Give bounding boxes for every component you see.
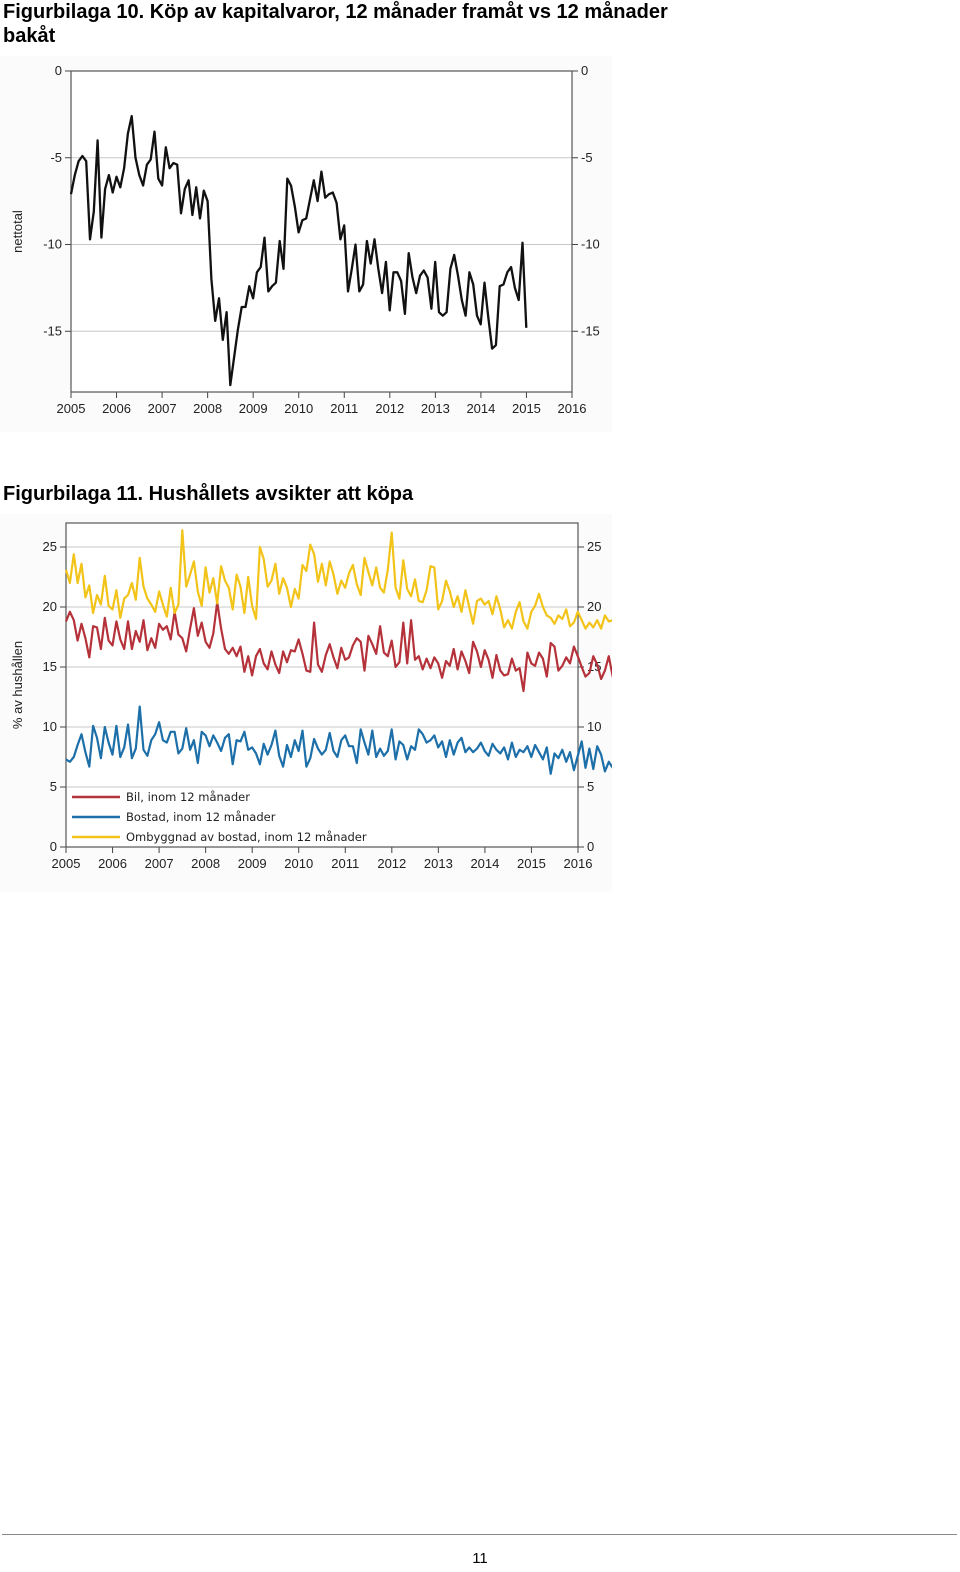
y-tick-label-left: 5 xyxy=(50,779,57,794)
x-tick-label: 2011 xyxy=(330,401,358,416)
y-tick-label-right: 0 xyxy=(581,63,588,78)
y-tick-label-left: 0 xyxy=(55,63,62,78)
y-tick-label-right: 10 xyxy=(587,719,601,734)
figure-10-chart: 0 0 -5 -5 -10 -10 -15 -15 2005 2006 2007 2008 2009 20… xyxy=(0,56,612,432)
legend-label-0: Bil, inom 12 månader xyxy=(126,790,250,804)
x-tick-label: 2010 xyxy=(284,856,313,871)
x-tick-label: 2014 xyxy=(470,856,499,871)
y-tick-label-right: -10 xyxy=(581,237,600,252)
y-tick-label-right: -5 xyxy=(581,150,593,165)
y-tick-label-left: 20 xyxy=(43,599,57,614)
figure-10-svg: 0 0 -5 -5 -10 -10 -15 -15 2005 2006 2007 2008 2009 20… xyxy=(0,56,612,432)
y-tick-label-right: 0 xyxy=(587,839,594,854)
x-tick-label: 2014 xyxy=(466,401,495,416)
x-tick-label: 2010 xyxy=(284,401,313,416)
y-tick-label-left: 10 xyxy=(43,719,57,734)
x-tick-label: 2012 xyxy=(377,856,406,871)
x-tick-label: 2005 xyxy=(57,401,86,416)
plot-area xyxy=(71,71,572,392)
y-tick-label-left: 0 xyxy=(50,839,57,854)
x-tick-label: 2012 xyxy=(375,401,404,416)
legend-label-2: Ombyggnad av bostad, inom 12 månader xyxy=(126,830,367,844)
footer-divider xyxy=(2,1534,957,1535)
figure-10-title: Figurbilaga 10. Köp av kapitalvaror, 12 … xyxy=(3,1,668,47)
y-tick-label-right: -15 xyxy=(581,323,600,338)
plot-frame xyxy=(65,522,579,848)
x-tick-label: 2011 xyxy=(331,856,359,871)
y-tick-label-left: -15 xyxy=(43,323,62,338)
x-tick-label: 2015 xyxy=(517,856,546,871)
x-tick-label: 2009 xyxy=(238,856,267,871)
x-tick-label: 2016 xyxy=(558,401,587,416)
x-tick-label: 2007 xyxy=(148,401,177,416)
x-tick-label: 2016 xyxy=(564,856,593,871)
y-axis-label: nettotal xyxy=(10,210,25,253)
x-tick-label: 2009 xyxy=(239,401,268,416)
plot-frame xyxy=(70,70,573,393)
x-tick-label: 2008 xyxy=(193,401,222,416)
y-tick-label-right: 25 xyxy=(587,539,601,554)
y-axis-label: % av hushållen xyxy=(10,641,25,729)
legend-label-1: Bostad, inom 12 månader xyxy=(126,810,276,824)
x-tick-label: 2007 xyxy=(145,856,174,871)
figure-11-title: Figurbilaga 11. Hushållets avsikter att … xyxy=(3,483,414,505)
x-tick-label: 2008 xyxy=(191,856,220,871)
y-tick-label-left: -5 xyxy=(50,150,62,165)
figure-11-chart: 0 0 5 5 10 10 15 15 20 20 25 25 2005 2006 2007 2008 2009… xyxy=(0,514,726,892)
x-tick-label: 2013 xyxy=(421,401,450,416)
x-tick-label: 2005 xyxy=(52,856,81,871)
x-tick-label: 2006 xyxy=(98,856,127,871)
y-tick-label-right: 5 xyxy=(587,779,594,794)
x-tick-label: 2015 xyxy=(512,401,541,416)
series-line-2 xyxy=(64,529,707,630)
y-tick-label-right: 20 xyxy=(587,599,601,614)
y-tick-label-left: -10 xyxy=(43,237,62,252)
series-line-0 xyxy=(69,114,528,387)
x-tick-label: 2006 xyxy=(102,401,131,416)
y-tick-label-left: 15 xyxy=(43,659,57,674)
x-tick-label: 2013 xyxy=(424,856,453,871)
y-tick-label-left: 25 xyxy=(43,539,57,554)
page-number: 11 xyxy=(472,1550,488,1567)
plot-area xyxy=(66,523,578,847)
